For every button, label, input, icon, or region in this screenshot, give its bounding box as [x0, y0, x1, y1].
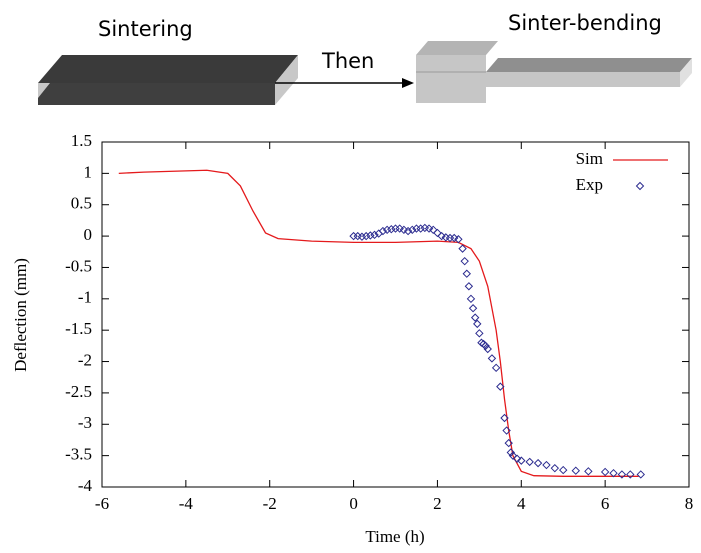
legend-marker	[635, 181, 645, 191]
diagram-label: Then	[321, 49, 374, 73]
exp-point	[366, 231, 375, 240]
exp-point	[496, 382, 505, 391]
exp-point	[460, 256, 469, 266]
diagram-label: Sintering	[98, 17, 193, 41]
exp-point	[473, 319, 482, 329]
exp-point	[491, 363, 501, 373]
slab-edge	[38, 83, 50, 98]
exp-point	[403, 226, 413, 236]
y-tick-label: -2	[78, 350, 92, 369]
sim-line	[118, 169, 639, 477]
exp-point	[550, 463, 560, 473]
diagram-label: Sinter-bending	[508, 11, 662, 35]
exp-point	[481, 341, 490, 351]
exp-point	[609, 468, 618, 478]
exp-point	[468, 304, 478, 313]
y-tick-label: -3.5	[65, 445, 92, 464]
slab-front	[38, 83, 275, 105]
exp-point	[626, 470, 635, 479]
x-tick-label: 2	[433, 494, 442, 513]
arrow-head	[402, 78, 414, 88]
slab-top	[38, 55, 298, 83]
exp-point	[600, 467, 610, 477]
exp-point	[525, 457, 534, 467]
exp-point	[502, 426, 511, 435]
exp-point	[512, 454, 522, 463]
arm-top	[486, 58, 692, 72]
exp-point	[424, 224, 434, 233]
x-tick-label: 6	[601, 494, 610, 513]
y-tick-label: 1.5	[71, 131, 92, 150]
exp-point	[462, 269, 471, 278]
exp-point	[464, 282, 474, 291]
x-tick-label: -6	[95, 494, 109, 513]
arm-side	[680, 58, 692, 87]
exp-point	[533, 458, 543, 468]
exp-point	[458, 244, 467, 253]
exp-point	[475, 329, 484, 338]
exp-point	[433, 228, 442, 238]
exp-point	[378, 226, 388, 236]
exp-point	[636, 470, 645, 479]
y-tick-label: 1	[84, 162, 93, 181]
exp-point	[584, 467, 593, 476]
exp-point	[387, 224, 396, 234]
exp-point	[617, 470, 627, 479]
y-tick-label: -0.5	[65, 256, 92, 275]
exp-point	[483, 344, 492, 354]
exp-point	[487, 354, 497, 363]
y-tick-label: -2.5	[65, 382, 92, 401]
x-tick-label: 8	[685, 494, 694, 513]
legend-label: Exp	[576, 175, 603, 194]
x-tick-label: 0	[349, 494, 358, 513]
exp-point	[361, 231, 371, 241]
exp-point	[395, 224, 404, 233]
exp-point	[399, 225, 409, 235]
arm-front	[486, 72, 680, 87]
y-tick-label: 0	[84, 225, 93, 244]
x-axis-label: Time (h)	[365, 527, 424, 546]
exp-point	[504, 438, 513, 448]
exp-point	[571, 466, 581, 475]
y-tick-label: -3	[78, 413, 92, 432]
exp-point	[429, 225, 438, 235]
x-tick-label: -2	[263, 494, 277, 513]
exp-point	[370, 230, 379, 240]
exp-point	[416, 224, 425, 233]
exp-point	[449, 233, 459, 243]
x-tick-label: 4	[517, 494, 526, 513]
exp-point	[508, 451, 518, 460]
y-tick-label: -1.5	[65, 319, 92, 338]
exp-point	[382, 225, 392, 235]
block-front	[416, 55, 486, 103]
y-axis-label: Deflection (mm)	[11, 258, 30, 372]
y-tick-label: 0.5	[71, 194, 92, 213]
exp-point	[408, 225, 417, 235]
exp-point	[454, 235, 463, 244]
exp-point	[506, 448, 516, 457]
legend-label: Sim	[576, 149, 603, 168]
x-tick-label: -4	[179, 494, 194, 513]
exp-point	[470, 313, 480, 322]
exp-point	[500, 413, 509, 423]
plot-frame	[101, 141, 690, 488]
exp-point	[477, 338, 486, 347]
exp-point	[357, 232, 367, 241]
block-top	[416, 41, 498, 55]
exp-point	[559, 465, 568, 475]
exp-point	[517, 456, 526, 465]
slab-side	[275, 55, 298, 105]
exp-point	[466, 294, 476, 304]
exp-point	[437, 231, 446, 241]
exp-point	[542, 460, 551, 470]
y-tick-label: -1	[78, 288, 92, 307]
y-tick-label: -4	[78, 476, 93, 495]
